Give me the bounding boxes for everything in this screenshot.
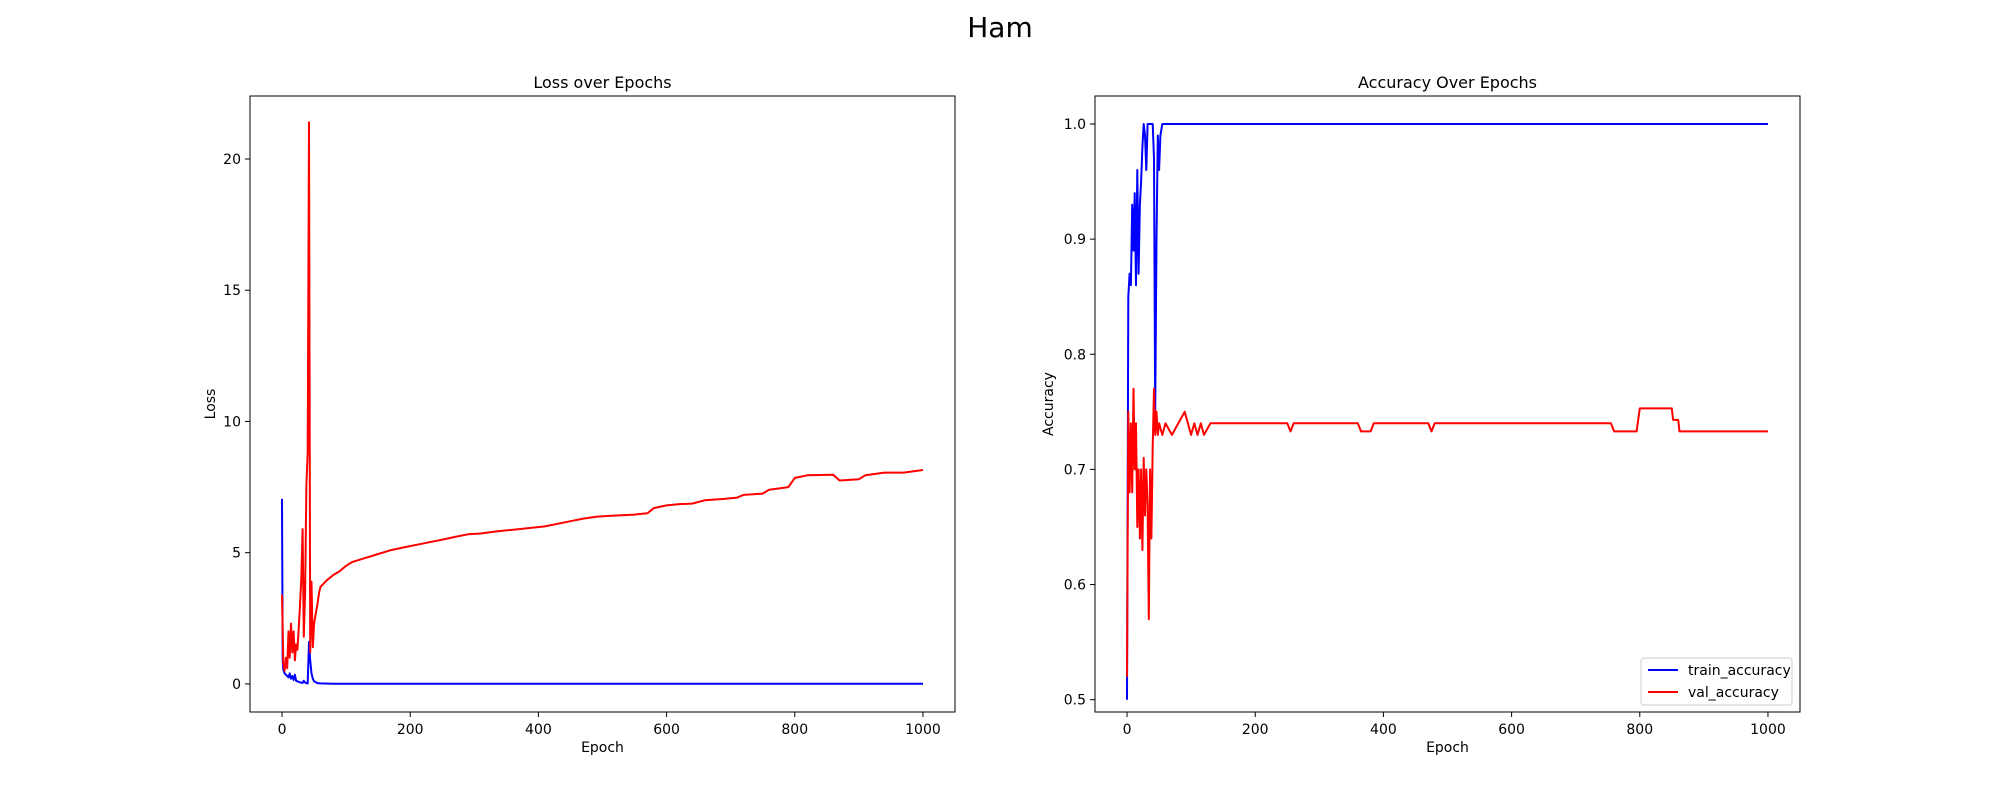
loss-chart-title: Loss over Epochs [533,73,671,92]
accuracy-x-tick-label: 600 [1498,722,1525,738]
accuracy-legend: train_accuracy val_accuracy [1640,657,1793,706]
accuracy-x-tick-label: 0 [1123,722,1132,738]
legend-box [1640,657,1793,706]
accuracy-x-tick-label: 1000 [1750,722,1786,738]
loss-x-tick-label: 1000 [905,722,941,738]
loss-x-tick-label: 600 [653,722,680,738]
accuracy-y-tick-label: 0.7 [1064,462,1086,478]
loss-y-tick-label: 5 [232,546,241,562]
accuracy-chart-title: Accuracy Over Epochs [1358,73,1537,92]
loss-x-tick-label: 0 [278,722,287,738]
loss-x-tick-label: 400 [525,722,552,738]
loss-chart: Loss over Epochs 0 200 400 600 800 1000 0 5 10 15… [203,73,956,756]
loss-x-label: Epoch [581,740,624,756]
loss-y-label: Loss [203,389,219,420]
legend-label-train: train_accuracy [1688,663,1791,679]
loss-x-tick-label: 800 [781,722,808,738]
accuracy-chart: Accuracy Over Epochs 0 200 400 600 800 1000 0.… [1041,73,1801,756]
accuracy-y-tick-label: 0.8 [1064,347,1086,363]
loss-plot-frame [249,95,956,713]
accuracy-x-label: Epoch [1426,740,1469,756]
loss-y-tick-label: 15 [223,283,241,299]
accuracy-x-tick-label: 200 [1242,722,1269,738]
legend-label-val: val_accuracy [1688,685,1779,701]
figure-suptitle: Ham [967,11,1033,44]
accuracy-series-line-0 [1126,123,1768,700]
accuracy-plot-frame [1094,95,1801,713]
loss-series-line-0 [281,498,923,685]
accuracy-y-tick-label: 1.0 [1064,117,1086,133]
accuracy-series-line-1 [1126,387,1768,677]
loss-y-tick-label: 20 [223,152,241,168]
accuracy-y-label: Accuracy [1041,372,1057,436]
accuracy-y-tick-label: 0.9 [1064,232,1086,248]
loss-series-line-1 [281,121,924,672]
accuracy-y-tick-label: 0.6 [1064,578,1086,594]
accuracy-y-tick-label: 0.5 [1064,693,1086,709]
loss-y-tick-label: 10 [223,414,241,430]
loss-x-tick-label: 200 [397,722,424,738]
loss-y-tick-label: 0 [232,677,241,693]
accuracy-x-tick-label: 800 [1626,722,1653,738]
accuracy-x-tick-label: 400 [1370,722,1397,738]
